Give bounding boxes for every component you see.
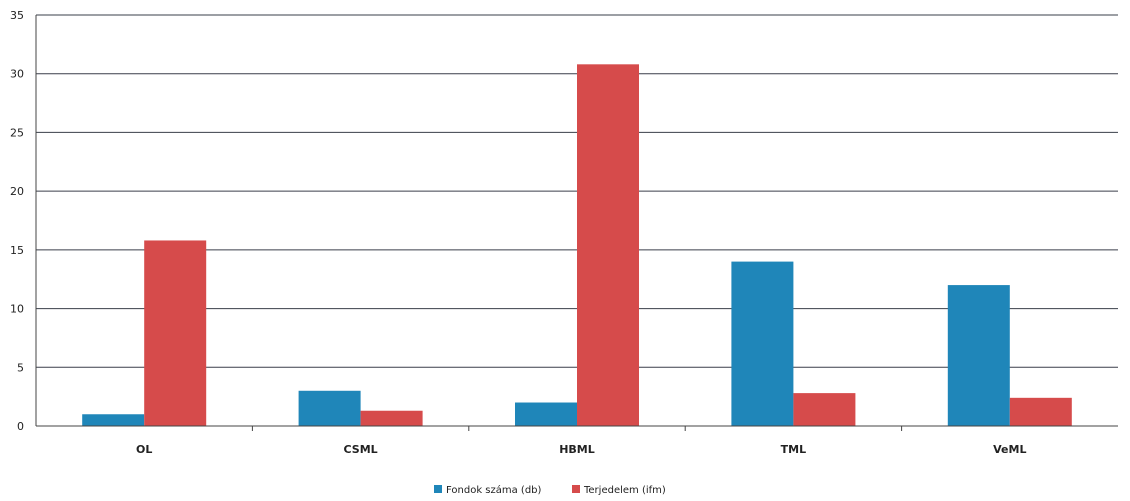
axes xyxy=(35,15,1118,431)
x-tick-label: TML xyxy=(781,443,806,456)
y-tick-label: 35 xyxy=(10,9,24,22)
bars xyxy=(82,64,1072,426)
bar-csml-series-0 xyxy=(298,390,361,426)
y-tick-label: 0 xyxy=(17,420,24,433)
y-tick-label: 5 xyxy=(17,361,24,374)
x-tick-labels: OL CSML HBML TML VeML xyxy=(136,443,1026,456)
y-tick-label: 20 xyxy=(10,185,24,198)
bar-tml-series-1 xyxy=(793,393,856,426)
legend: Fondok száma (db) Terjedelem (ifm) xyxy=(434,484,666,496)
bar-veml-series-0 xyxy=(947,285,1010,426)
bar-tml-series-0 xyxy=(731,261,794,426)
bar-ol-series-1 xyxy=(144,240,207,426)
legend-label-1: Terjedelem (ifm) xyxy=(583,485,666,496)
y-tick-labels: 0 5 10 15 20 25 30 35 xyxy=(10,9,24,433)
bar-hbml-series-1 xyxy=(577,64,639,426)
legend-swatch-0 xyxy=(434,485,442,493)
y-tick-label: 15 xyxy=(10,244,24,257)
bar-csml-series-1 xyxy=(360,410,423,426)
bar-veml-series-1 xyxy=(1009,397,1072,426)
y-tick-label: 30 xyxy=(10,68,24,81)
x-tick-label: HBML xyxy=(559,443,595,456)
legend-swatch-1 xyxy=(572,485,580,493)
x-tick-label: VeML xyxy=(993,443,1026,456)
bar-hbml-series-0 xyxy=(515,402,577,426)
y-tick-label: 10 xyxy=(10,303,24,316)
y-tick-label: 25 xyxy=(10,126,24,139)
x-tick-label: OL xyxy=(136,443,152,456)
legend-label-0: Fondok száma (db) xyxy=(446,484,542,496)
x-tick-label: CSML xyxy=(344,443,378,456)
bar-ol-series-0 xyxy=(82,414,145,426)
